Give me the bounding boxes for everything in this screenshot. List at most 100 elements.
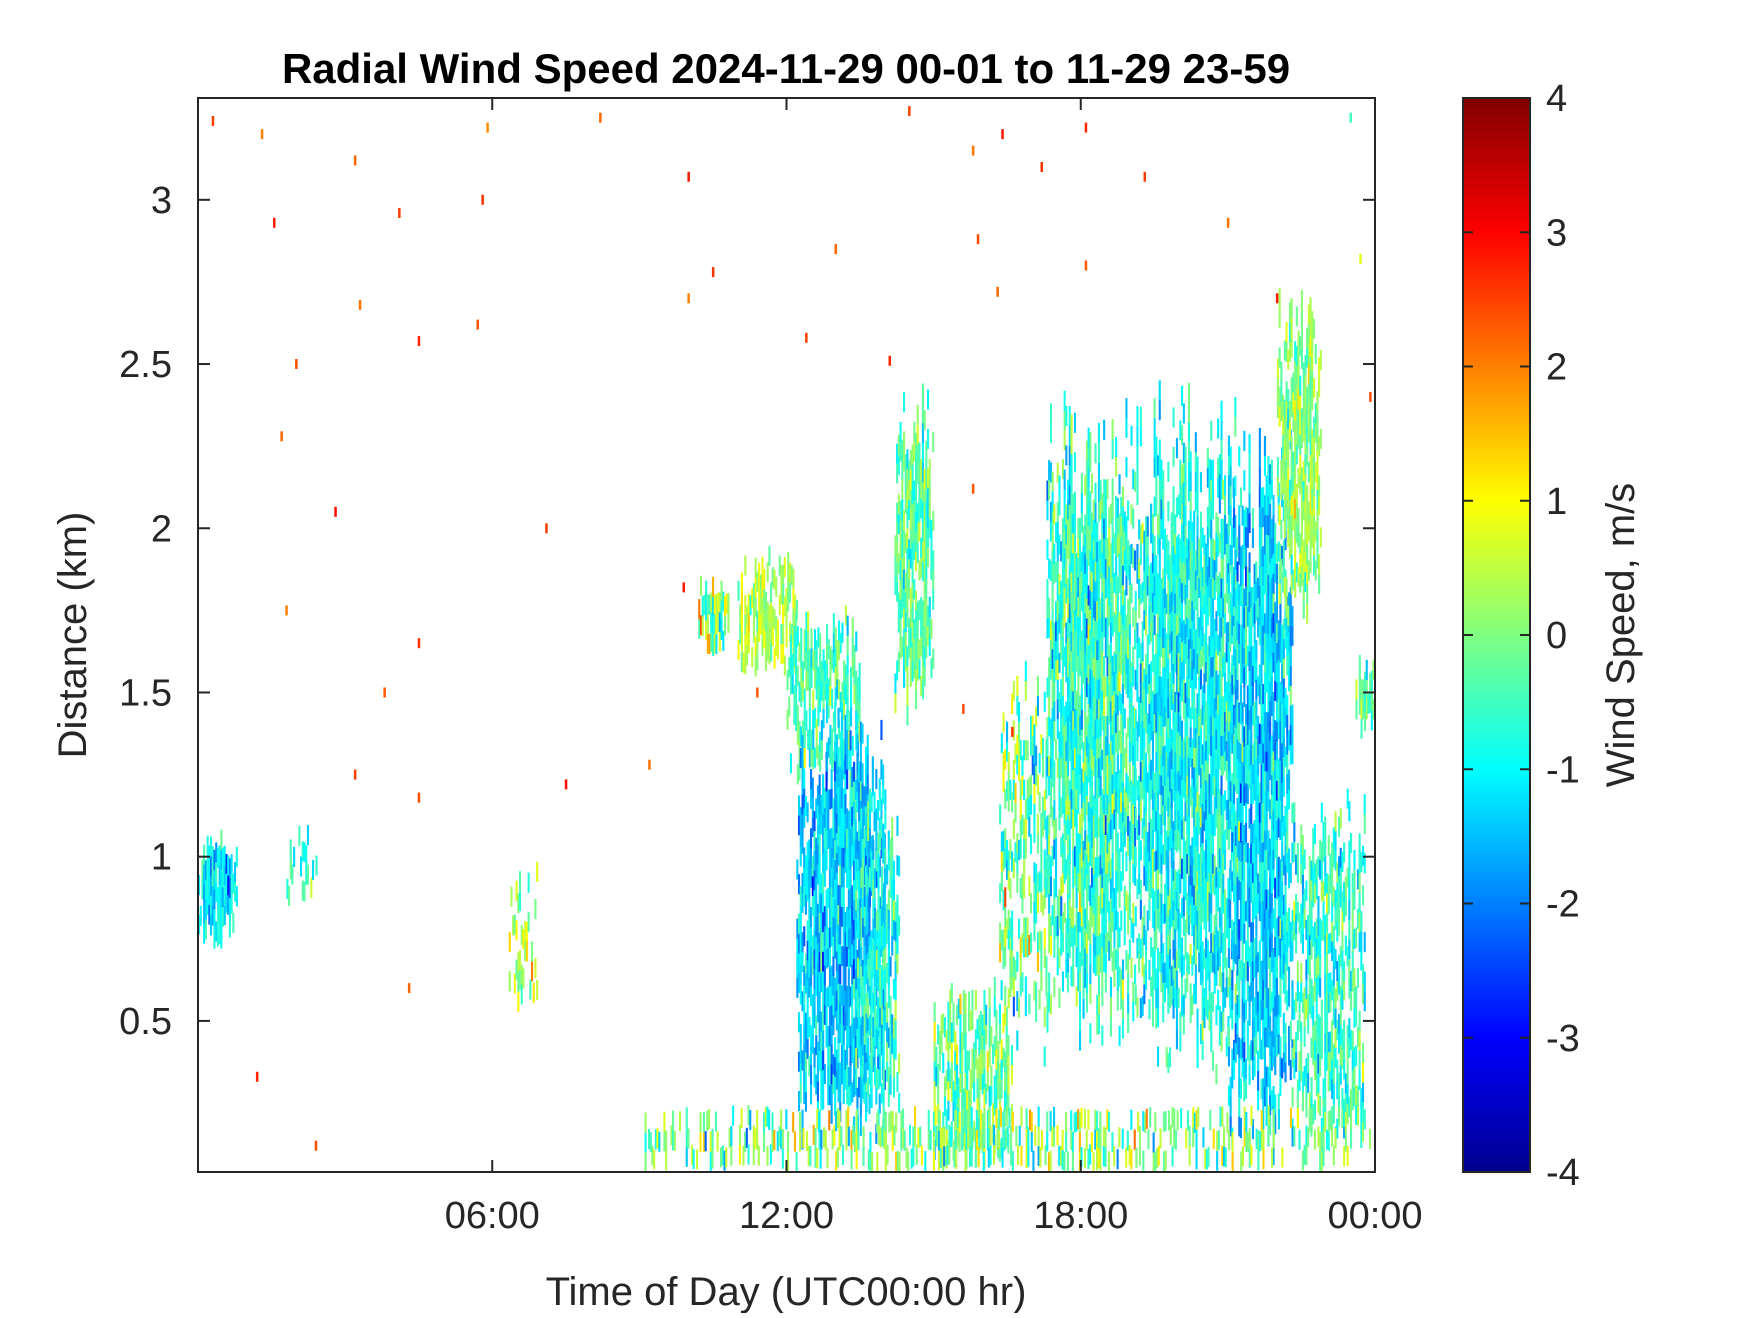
heatmap-cell <box>1073 452 1076 473</box>
heatmap-cell <box>1150 661 1153 682</box>
heatmap-cell <box>822 1050 825 1071</box>
heatmap-cell <box>1065 938 1068 959</box>
heatmap-cell <box>1246 981 1249 1002</box>
heatmap-cell <box>1085 874 1088 895</box>
heatmap-cell <box>1053 780 1056 801</box>
heatmap-cell <box>788 657 791 678</box>
heatmap-cell <box>1239 704 1242 725</box>
heatmap-cell <box>853 958 856 979</box>
heatmap-cell <box>880 936 883 957</box>
heatmap-cell <box>1082 801 1085 822</box>
heatmap-cell <box>892 880 895 901</box>
heatmap-cell <box>1080 512 1083 533</box>
heatmap-cell <box>1251 606 1254 627</box>
heatmap-cell <box>927 625 930 646</box>
heatmap-cell <box>892 978 895 999</box>
heatmap-cell <box>808 707 811 728</box>
heatmap-cell <box>1224 849 1227 870</box>
heatmap-cell <box>1222 932 1225 953</box>
heatmap-cell <box>853 684 856 705</box>
heatmap-cell <box>1191 876 1194 897</box>
heatmap-cell <box>1092 598 1095 619</box>
heatmap-cell <box>1155 653 1158 674</box>
heatmap-cell <box>1125 398 1128 419</box>
heatmap-cell <box>1106 616 1109 637</box>
heatmap-cell <box>1160 873 1163 894</box>
heatmap-cell <box>1262 743 1265 764</box>
heatmap-cell <box>927 527 930 548</box>
heatmap-cell <box>1163 548 1166 569</box>
heatmap-cell <box>1099 933 1102 954</box>
heatmap-cell <box>856 713 859 734</box>
heatmap-cell <box>1040 951 1043 972</box>
heatmap-cell <box>1155 771 1158 792</box>
heatmap-cell <box>1253 760 1256 781</box>
heatmap-cell <box>1130 662 1133 683</box>
heatmap-cell <box>1234 766 1237 787</box>
heatmap-cell <box>508 931 511 952</box>
heatmap-cell <box>1067 794 1070 815</box>
heatmap-cell <box>1051 688 1054 709</box>
heatmap-cell <box>1101 513 1104 534</box>
heatmap-cell <box>973 1062 976 1083</box>
heatmap-cell <box>1227 1026 1230 1047</box>
heatmap-cell <box>1031 755 1034 776</box>
heatmap-cell <box>1182 462 1185 483</box>
heatmap-cell <box>1092 637 1095 658</box>
heatmap-cell <box>782 623 785 644</box>
heatmap-cell <box>945 1030 948 1051</box>
heatmap-cell <box>1229 1076 1232 1097</box>
heatmap-cell <box>1116 793 1119 814</box>
heatmap-cell <box>1058 593 1061 614</box>
heatmap-cell <box>1160 893 1163 914</box>
heatmap-cell <box>868 788 871 809</box>
heatmap-cell <box>1248 710 1251 731</box>
heatmap-cell <box>1217 851 1220 872</box>
heatmap-cell <box>1048 814 1051 835</box>
heatmap-cell <box>749 595 752 616</box>
heatmap-cell <box>1257 676 1260 697</box>
heatmap-cell <box>844 793 847 814</box>
heatmap-cell <box>1134 550 1137 571</box>
heatmap-cell <box>849 868 852 889</box>
heatmap-cell <box>886 903 889 924</box>
heatmap-cell <box>1097 462 1100 483</box>
heatmap-cell <box>1258 566 1261 587</box>
heatmap-cell <box>786 709 789 730</box>
heatmap-cell <box>829 646 832 667</box>
heatmap-cell <box>1213 579 1216 600</box>
heatmap-cell <box>1072 592 1075 613</box>
heatmap-cell <box>856 733 859 754</box>
heatmap-cell <box>1225 740 1228 761</box>
heatmap-cell <box>1082 545 1085 566</box>
heatmap-cell <box>1234 396 1237 417</box>
heatmap-cell <box>1145 851 1148 872</box>
heatmap-cell <box>1246 586 1249 607</box>
heatmap-cell <box>816 1041 819 1062</box>
heatmap-cell <box>1205 720 1208 741</box>
heatmap-cell <box>880 1024 883 1045</box>
heatmap-cell <box>1243 785 1246 806</box>
heatmap-cell <box>1115 535 1118 556</box>
heatmap-cell <box>928 636 931 657</box>
heatmap-cell <box>1138 578 1141 599</box>
heatmap-cell <box>1056 521 1059 542</box>
heatmap-cell <box>1250 784 1253 805</box>
heatmap-cell <box>1227 474 1230 495</box>
heatmap-cell <box>1208 675 1211 696</box>
heatmap-cell <box>1236 935 1239 956</box>
heatmap-cell <box>832 955 835 976</box>
heatmap-cell <box>891 876 894 897</box>
heatmap-cell <box>1199 531 1202 552</box>
heatmap-cell <box>882 949 885 970</box>
heatmap-cell <box>1157 849 1160 870</box>
heatmap-cell <box>1055 739 1058 760</box>
heatmap-cell <box>1092 913 1095 934</box>
heatmap-cell <box>1070 631 1073 652</box>
heatmap-cell <box>795 612 798 633</box>
heatmap-cell <box>998 1062 1001 1083</box>
heatmap-cell <box>803 847 806 868</box>
heatmap-cell <box>1257 1011 1260 1032</box>
heatmap-cell <box>1163 666 1166 687</box>
heatmap-cell <box>1084 534 1087 555</box>
